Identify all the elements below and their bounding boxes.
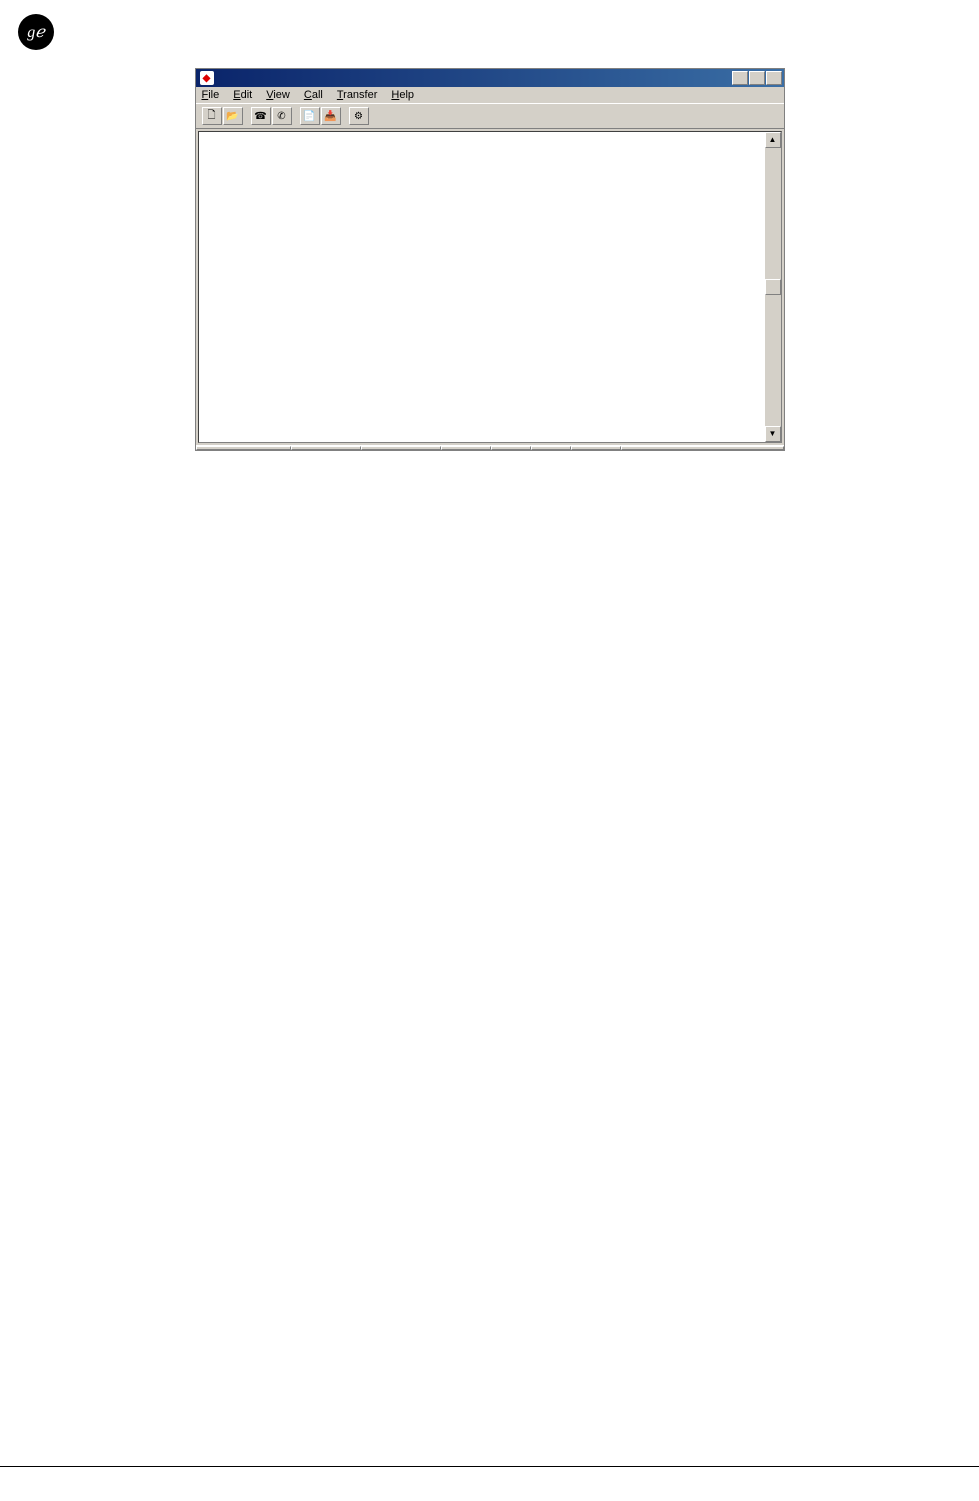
close-button[interactable] [766, 71, 782, 85]
toolbar-open-icon[interactable]: 📂 [223, 107, 243, 125]
scroll-thumb[interactable] [765, 279, 781, 295]
toolbar-connect-icon[interactable]: ☎ [251, 107, 271, 125]
section-side-label [40, 475, 245, 489]
menu-view[interactable]: View [266, 89, 290, 101]
toolbar: 🗋 📂 ☎ ✆ 📄 📥 ⚙ [196, 103, 784, 129]
menu-help[interactable]: Help [391, 89, 414, 101]
status-connected [196, 446, 291, 450]
menu-transfer[interactable]: Transfer [337, 89, 378, 101]
vertical-scrollbar[interactable]: ▲ ▼ [765, 132, 781, 442]
toolbar-new-icon[interactable]: 🗋 [202, 107, 222, 125]
status-echo [621, 446, 784, 450]
toolbar-properties-icon[interactable]: ⚙ [349, 107, 369, 125]
maximize-button[interactable] [749, 71, 765, 85]
status-scroll [441, 446, 491, 450]
status-capture [571, 446, 621, 450]
status-emulation [291, 446, 361, 450]
toolbar-receive-icon[interactable]: 📥 [321, 107, 341, 125]
status-bar [196, 445, 784, 450]
app-icon: ◆ [200, 71, 214, 85]
page-header: gℯ [0, 0, 979, 56]
window-titlebar: ◆ [196, 69, 784, 87]
menu-call[interactable]: Call [304, 89, 323, 101]
status-baud [361, 446, 441, 450]
terminal-output [199, 132, 765, 442]
page-footer [0, 1466, 979, 1477]
menu-edit[interactable]: Edit [233, 89, 252, 101]
menu-bar: File Edit View Call Transfer Help [196, 87, 784, 103]
scroll-down-icon[interactable]: ▼ [765, 426, 781, 442]
status-num [531, 446, 571, 450]
toolbar-disconnect-icon[interactable]: ✆ [272, 107, 292, 125]
hyperterminal-window: ◆ File Edit View Call Transfer Help 🗋 📂 [195, 68, 785, 451]
status-caps [491, 446, 531, 450]
window-controls [732, 71, 782, 85]
body-text [265, 475, 939, 489]
svg-text:gℯ: gℯ [27, 24, 46, 41]
ge-logo-icon: gℯ [18, 14, 54, 50]
scroll-up-icon[interactable]: ▲ [765, 132, 781, 148]
menu-file[interactable]: File [202, 89, 220, 101]
minimize-button[interactable] [732, 71, 748, 85]
toolbar-send-icon[interactable]: 📄 [300, 107, 320, 125]
